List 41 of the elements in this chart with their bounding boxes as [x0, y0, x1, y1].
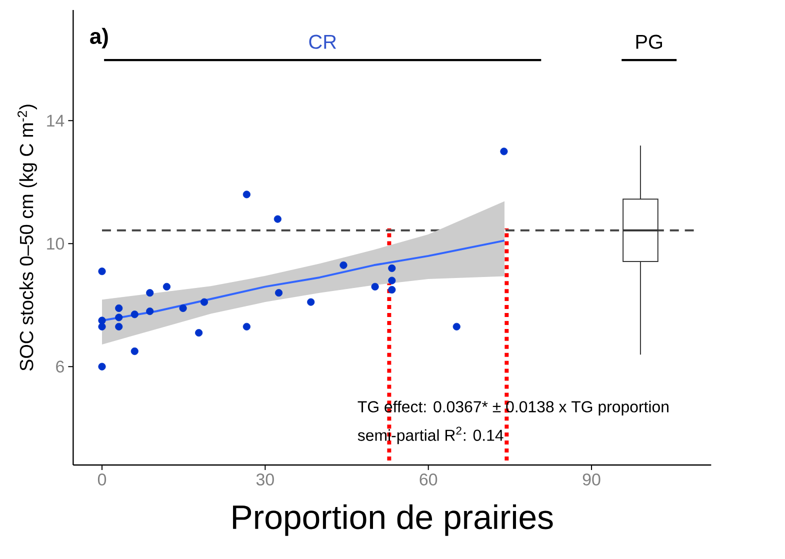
point — [115, 322, 123, 330]
point — [242, 190, 250, 198]
annotation: CR — [309, 34, 336, 49]
x-tick-label: 60 — [420, 474, 438, 486]
x-axis-title: Proportion de prairies — [233, 504, 553, 536]
point — [388, 264, 396, 272]
point — [200, 298, 208, 306]
point — [274, 289, 283, 297]
point — [388, 276, 396, 284]
point — [307, 298, 315, 306]
point — [146, 289, 154, 297]
point — [162, 282, 171, 290]
point — [452, 322, 460, 330]
annotation: semi-partial R$^{2}$: 0.14 — [358, 426, 504, 444]
point — [115, 314, 123, 322]
point — [500, 148, 508, 156]
point — [340, 261, 348, 269]
point — [98, 322, 106, 330]
x-tick-label: 0 — [98, 474, 106, 486]
point — [388, 286, 396, 294]
y-tick-label: 6 — [56, 360, 64, 373]
point — [195, 329, 203, 337]
point — [146, 307, 154, 316]
annotation: PG — [636, 34, 662, 49]
y-axis-title: SOC stocks 0–50 cm (kg C m$^{-2}$) — [18, 104, 37, 371]
point — [130, 310, 138, 318]
point — [179, 304, 187, 312]
text: a) — [90, 28, 108, 48]
annotation: TG effect: 0.0367* ± 0.0138 x TG proportion — [358, 400, 668, 416]
point — [130, 347, 138, 356]
y-tick-label: 10 — [47, 238, 64, 250]
y-tick-label: 14 — [47, 114, 64, 126]
point — [242, 322, 250, 330]
point — [98, 316, 106, 324]
point — [98, 268, 106, 276]
point — [371, 282, 379, 290]
x-tick-label: 90 — [582, 474, 600, 486]
point — [274, 215, 282, 223]
point — [115, 304, 123, 312]
x-tick-label: 30 — [256, 474, 274, 486]
point — [98, 362, 106, 370]
